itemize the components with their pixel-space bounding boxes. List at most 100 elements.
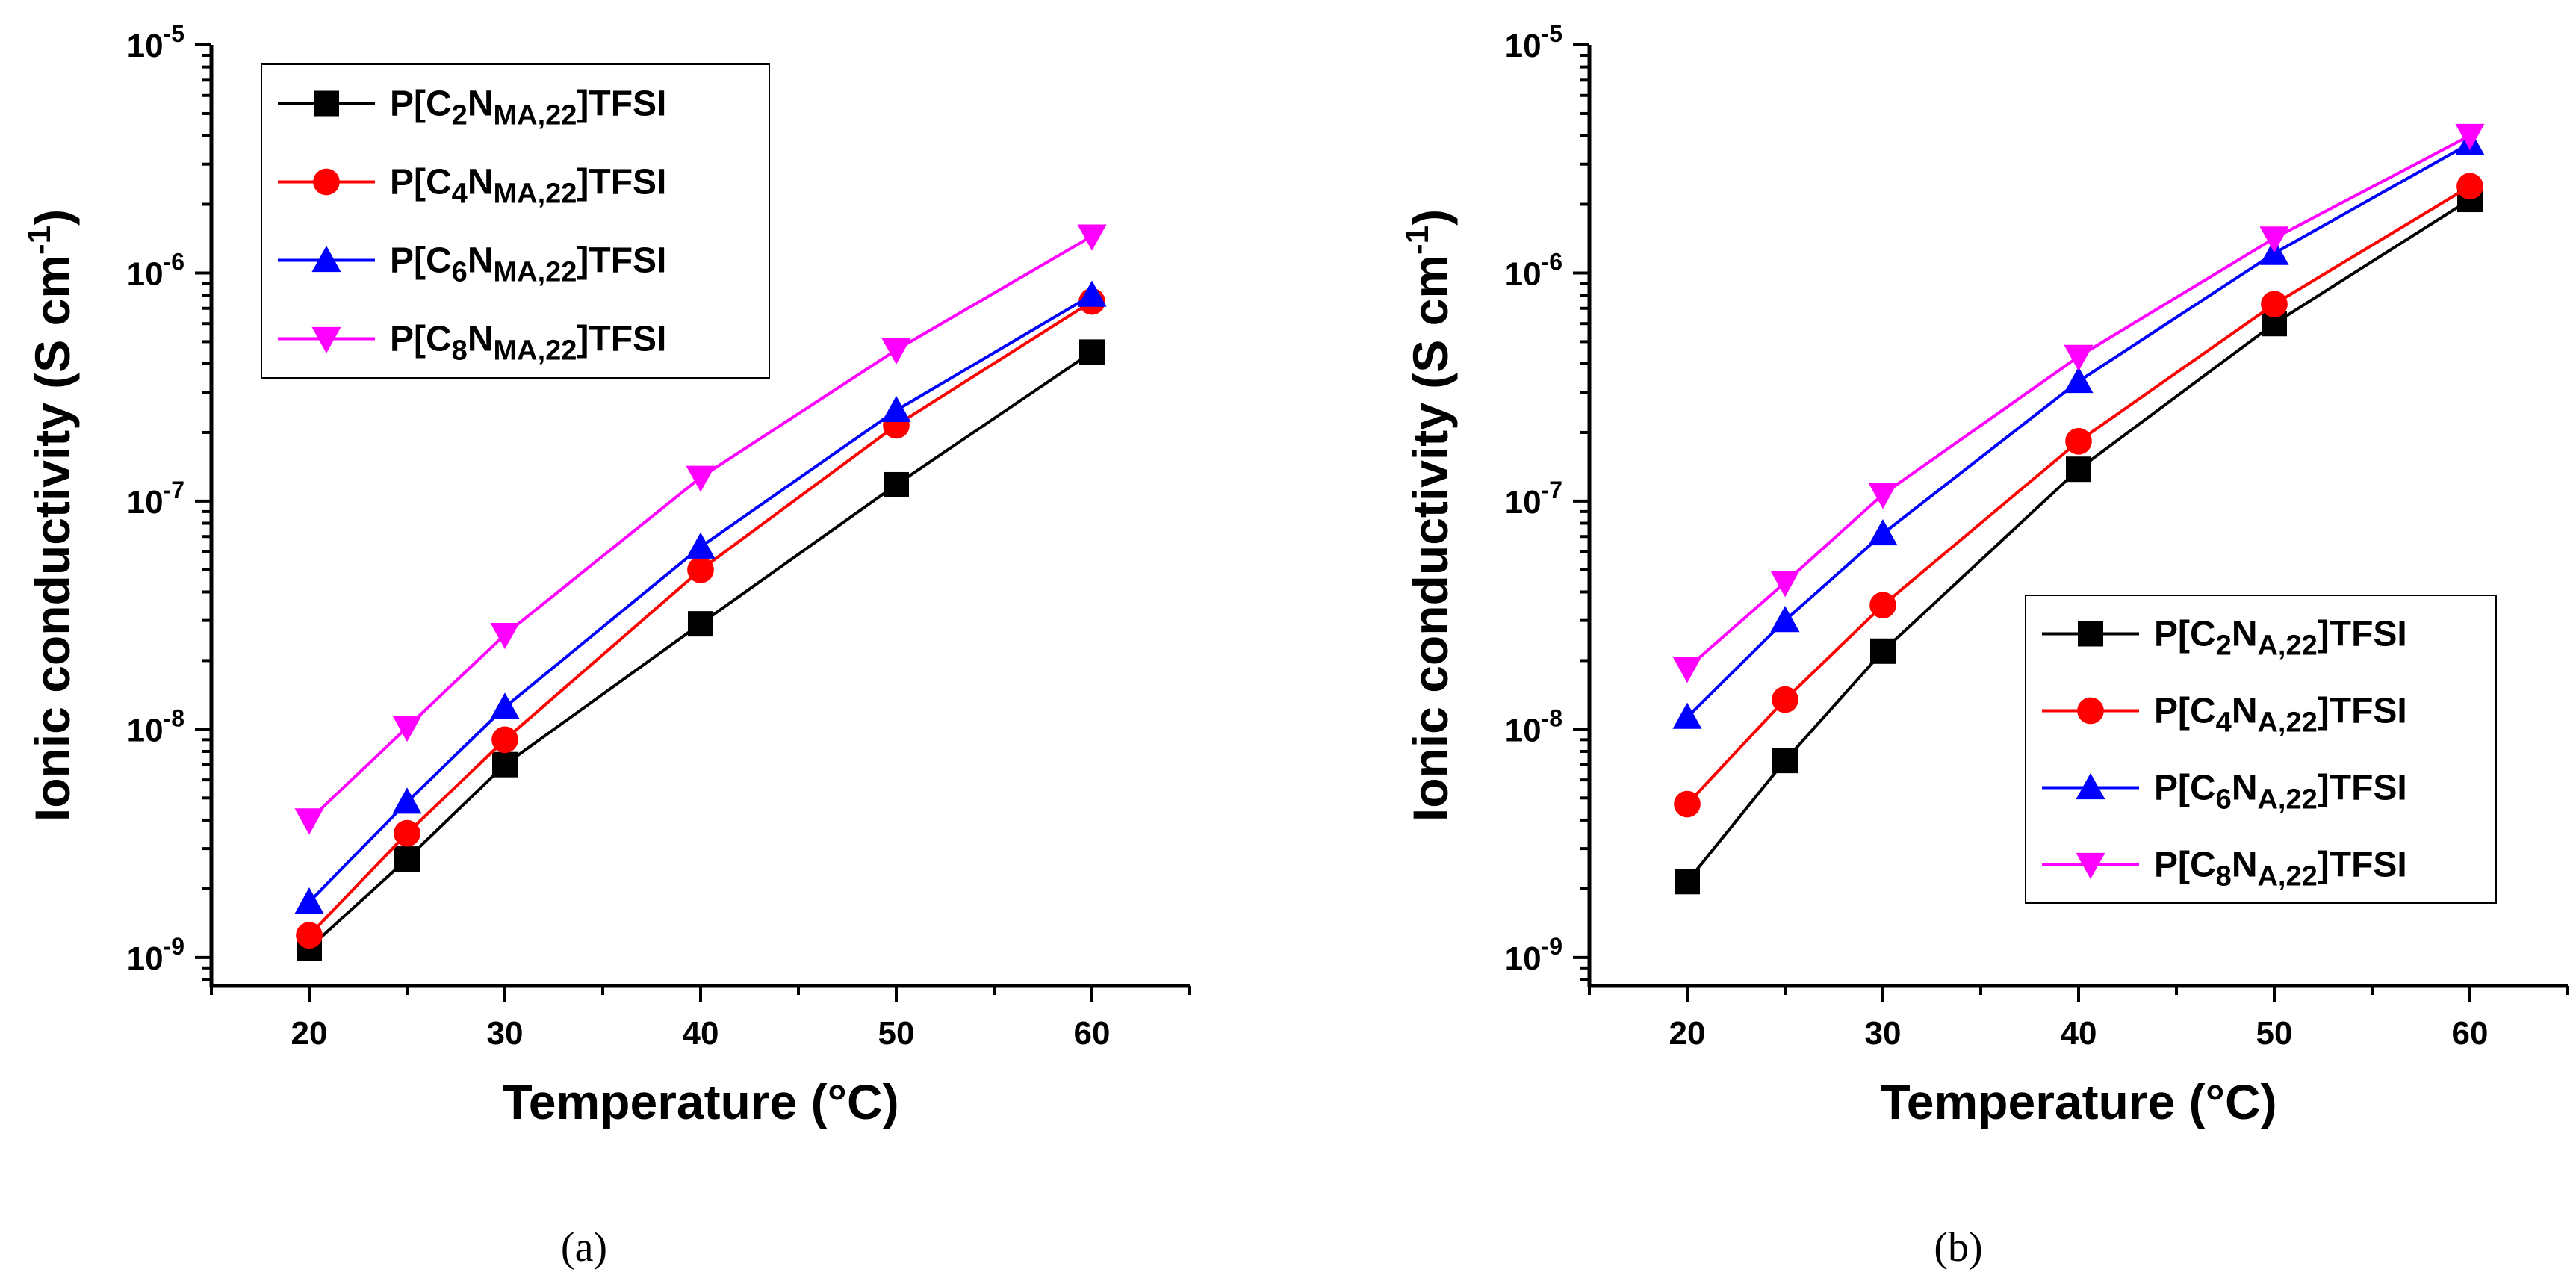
- series-3: [294, 280, 1107, 914]
- data-point: [1077, 280, 1107, 307]
- legend-marker: [313, 168, 340, 196]
- series-line: [1686, 184, 2471, 805]
- chart-panel-a: 20 30 40 50 60 10-9 10-8 10-7 10-6 10-5 Temperatur…: [21, 20, 1191, 1271]
- x-tick-label: 60: [2452, 1015, 2489, 1052]
- legend-label: P[C8NA,22]TFSI: [2154, 846, 2407, 893]
- data-point: [1675, 869, 1700, 895]
- legend-marker: [311, 245, 341, 273]
- legend-marker: [2076, 772, 2105, 800]
- x-tick-label: 40: [2061, 1015, 2097, 1052]
- legend: P[C2NA,22]TFSI P[C4NA,22]TFSI P[C6NA,22]TF…: [2025, 595, 2497, 904]
- legend-marker: [314, 90, 339, 117]
- legend-label: P[C6NMA,22]TFSI: [390, 241, 666, 288]
- series-4: [1672, 123, 2485, 683]
- legend-item: P[C6NA,22]TFSI: [2042, 769, 2407, 816]
- series-line: [308, 235, 1093, 822]
- data-point: [2066, 456, 2091, 483]
- legend-marker: [2078, 621, 2103, 647]
- data-point: [492, 751, 518, 778]
- panel-caption: (b): [1934, 1224, 1982, 1271]
- data-point: [2456, 173, 2483, 200]
- series-4: [294, 224, 1107, 835]
- data-point: [394, 819, 420, 847]
- data-point: [884, 471, 909, 497]
- x-tick-label: 20: [291, 1015, 328, 1052]
- y-axis-title: Ionic conductivity (S cm-1): [21, 209, 80, 822]
- data-point: [1868, 483, 1898, 509]
- data-point: [2261, 291, 2288, 318]
- legend-marker: [311, 326, 341, 354]
- panel-caption: (a): [561, 1224, 607, 1271]
- legend-item: P[C2NA,22]TFSI: [2042, 615, 2407, 662]
- data-point: [1672, 657, 1702, 683]
- series-2: [1674, 173, 2483, 818]
- data-point: [688, 611, 713, 637]
- y-tick-label: 10-8: [1505, 704, 1562, 748]
- data-point: [1868, 518, 1898, 546]
- legend-item: P[C8NA,22]TFSI: [2042, 846, 2407, 893]
- y-tick-label: 10-6: [127, 248, 184, 292]
- data-point: [1772, 686, 1798, 713]
- legend-item: P[C2NMA,22]TFSI: [278, 84, 666, 131]
- x-tick-label: 30: [487, 1015, 524, 1052]
- legend-label: P[C2NA,22]TFSI: [2154, 615, 2407, 662]
- data-point: [490, 692, 520, 719]
- series-line: [308, 350, 1093, 949]
- legend-item: P[C4NMA,22]TFSI: [278, 163, 666, 210]
- x-tick-label: 50: [2256, 1015, 2293, 1052]
- data-point: [2064, 344, 2094, 371]
- series-line: [1686, 142, 2471, 719]
- data-point: [1770, 606, 1800, 633]
- x-tick-label: 30: [1865, 1015, 1902, 1052]
- data-point: [881, 395, 911, 423]
- data-point: [1770, 571, 1800, 598]
- series-1: [1675, 187, 2483, 895]
- x-axis-title: Temperature (°C): [1880, 1074, 2276, 1129]
- data-point: [394, 846, 420, 872]
- data-point: [1674, 790, 1701, 818]
- data-point: [2065, 427, 2092, 455]
- legend-item: P[C4NA,22]TFSI: [2042, 692, 2407, 739]
- legend: P[C2NMA,22]TFSI P[C4NMA,22]TFSI P[C6NMA,22…: [261, 63, 770, 379]
- data-point: [687, 556, 714, 583]
- data-point: [1079, 339, 1105, 365]
- series-line: [308, 300, 1093, 937]
- data-point: [491, 726, 518, 754]
- data-point: [392, 716, 422, 742]
- data-point: [1077, 224, 1107, 251]
- data-point: [2455, 123, 2485, 151]
- data-point: [392, 787, 422, 814]
- y-tick-label: 10-7: [1505, 477, 1562, 521]
- series-1: [297, 339, 1105, 961]
- x-tick-label: 40: [683, 1015, 719, 1052]
- y-tick-label: 10-7: [127, 477, 184, 521]
- y-tick-label: 10-5: [1505, 20, 1562, 64]
- legend-frame: [2025, 595, 2497, 904]
- data-point: [296, 922, 323, 949]
- data-point: [2259, 226, 2289, 253]
- legend-marker: [2076, 852, 2105, 880]
- data-point: [686, 532, 716, 559]
- data-point: [490, 622, 520, 650]
- series-line: [1686, 134, 2471, 670]
- chart-panel-b: 20 30 40 50 60 10-9 10-8 10-7 10-6 10-5 Temperatur…: [1399, 20, 2569, 1271]
- legend-item: P[C6NMA,22]TFSI: [278, 241, 666, 288]
- y-tick-label: 10-6: [1505, 248, 1562, 292]
- legend-frame: [261, 63, 770, 379]
- data-point: [294, 887, 324, 914]
- data-point: [1869, 592, 1896, 619]
- series-line: [1686, 198, 2471, 883]
- legend-label: P[C4NA,22]TFSI: [2154, 692, 2407, 739]
- x-tick-label: 50: [878, 1015, 915, 1052]
- y-axis-title: Ionic conductivity (S cm-1): [1399, 209, 1458, 822]
- legend-label: P[C6NA,22]TFSI: [2154, 769, 2407, 816]
- x-tick-label: 60: [1074, 1015, 1111, 1052]
- data-point: [1672, 702, 1702, 729]
- x-axis-title: Temperature (°C): [502, 1074, 899, 1129]
- data-point: [1772, 748, 1798, 774]
- y-tick-label: 10-9: [127, 933, 184, 977]
- legend-label: P[C4NMA,22]TFSI: [390, 163, 666, 210]
- y-tick-label: 10-8: [127, 704, 184, 748]
- data-point: [881, 338, 911, 365]
